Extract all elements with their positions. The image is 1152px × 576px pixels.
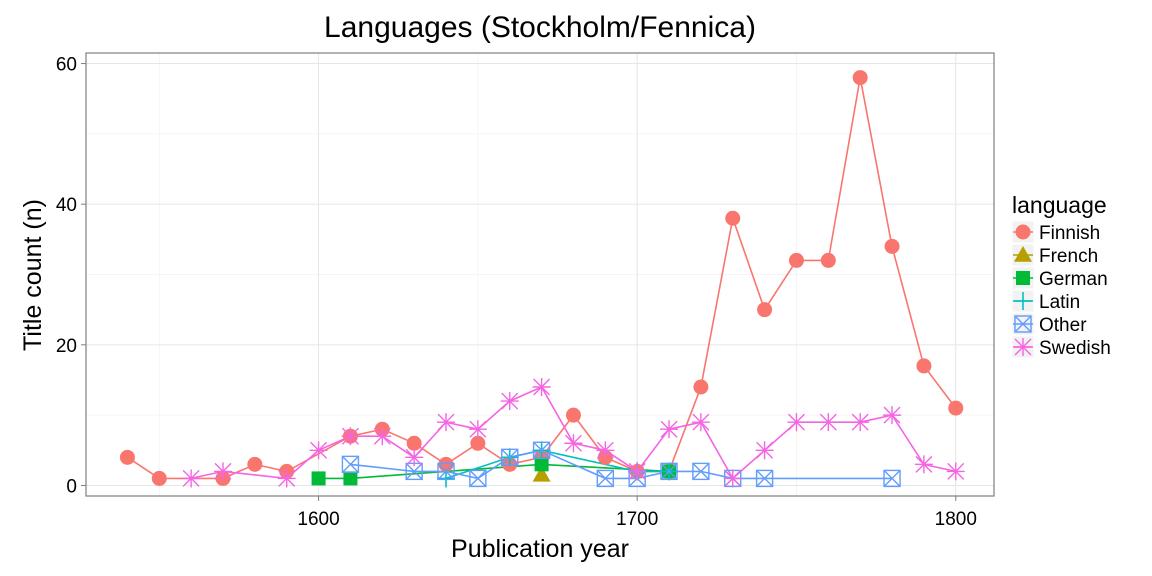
legend-item-other: Other <box>1011 312 1087 336</box>
data-point-other <box>755 469 774 488</box>
legend-key-marker-finnish <box>1015 224 1031 240</box>
data-point-swedish <box>405 448 424 467</box>
x-axis: 1600 1700 1800 <box>297 496 977 530</box>
legend-key-marker-german <box>1016 271 1030 285</box>
data-point-swedish <box>373 427 392 446</box>
data-point-finnish <box>757 302 773 318</box>
legend-label-german: German <box>1039 269 1108 290</box>
legend-key-marker-swedish <box>1014 338 1032 356</box>
y-tick-label: 0 <box>66 476 77 497</box>
data-point-swedish <box>500 392 519 411</box>
legend: language FinnishFrenchGermanLatinOtherSw… <box>1011 192 1111 359</box>
data-point-finnish <box>693 379 709 395</box>
legend-label-latin: Latin <box>1039 292 1080 313</box>
data-point-finnish <box>916 358 932 374</box>
legend-key-marker-latin <box>1014 292 1032 310</box>
data-point-other <box>469 469 487 488</box>
data-point-finnish <box>151 470 167 486</box>
data-point-other <box>660 462 678 481</box>
data-point-german <box>311 471 326 486</box>
data-point-swedish <box>723 469 742 488</box>
data-point-swedish <box>883 406 902 425</box>
data-point-swedish <box>851 413 870 432</box>
data-point-swedish <box>309 441 328 460</box>
x-tick-label: 1600 <box>297 509 339 530</box>
data-point-finnish <box>948 400 964 416</box>
data-point-swedish <box>532 378 551 397</box>
x-axis-label: Publication year <box>451 535 629 563</box>
data-point-swedish <box>468 420 487 439</box>
data-point-finnish <box>119 449 135 465</box>
data-point-swedish <box>341 427 360 446</box>
data-point-other <box>883 469 901 488</box>
legend-item-latin: Latin <box>1011 289 1080 313</box>
data-point-other <box>532 441 551 459</box>
data-point-other <box>501 448 519 467</box>
y-tick-label: 60 <box>56 55 77 76</box>
data-point-swedish <box>819 413 838 432</box>
data-point-other <box>437 462 455 481</box>
legend-item-german: German <box>1011 266 1108 290</box>
data-point-finnish <box>725 210 741 226</box>
legend-label-swedish: Swedish <box>1039 338 1111 359</box>
x-tick-label: 1800 <box>935 509 977 530</box>
data-point-finnish <box>565 407 581 423</box>
data-point-other <box>596 469 615 488</box>
data-point-swedish <box>596 441 615 460</box>
data-point-swedish <box>437 413 456 432</box>
y-tick-label: 40 <box>56 195 77 216</box>
data-point-finnish <box>247 456 263 472</box>
legend-item-french: French <box>1011 243 1098 267</box>
data-point-swedish <box>691 413 710 432</box>
legend-key-marker-other <box>1014 315 1032 333</box>
data-point-french <box>532 465 551 482</box>
y-axis: 0 20 40 60 <box>56 55 86 497</box>
legend-label-other: Other <box>1039 315 1087 336</box>
data-point-finnish <box>820 252 836 268</box>
legend-item-swedish: Swedish <box>1011 335 1111 359</box>
data-point-latin <box>437 469 456 488</box>
data-point-swedish <box>277 469 296 488</box>
data-point-other <box>692 462 710 481</box>
legend-label-french: French <box>1039 246 1098 267</box>
legend-item-finnish: Finnish <box>1011 220 1100 244</box>
data-point-finnish <box>852 70 868 86</box>
legend-key-marker-french <box>1014 246 1032 262</box>
data-point-finnish <box>470 435 486 451</box>
series-layer <box>119 70 965 488</box>
data-point-swedish <box>914 455 933 474</box>
data-point-swedish <box>755 441 774 460</box>
data-point-swedish <box>182 469 201 488</box>
legend-label-finnish: Finnish <box>1039 223 1100 244</box>
chart-title: Languages (Stockholm/Fennica) <box>324 11 756 44</box>
grid-lines <box>86 53 994 496</box>
data-point-swedish <box>787 413 806 432</box>
x-tick-label: 1700 <box>616 509 658 530</box>
data-point-swedish <box>213 462 232 481</box>
y-axis-label: Title count (n) <box>19 199 47 351</box>
data-point-german <box>343 471 358 486</box>
data-point-finnish <box>406 435 422 451</box>
data-point-swedish <box>946 462 965 481</box>
data-point-other <box>341 455 360 474</box>
data-point-finnish <box>788 252 804 268</box>
plot-border <box>85 52 995 497</box>
data-point-finnish <box>884 238 900 254</box>
data-point-swedish <box>564 434 583 453</box>
data-point-swedish <box>660 420 679 439</box>
data-point-swedish <box>628 462 647 481</box>
legend-title: language <box>1012 192 1107 218</box>
data-point-german <box>534 457 549 472</box>
y-tick-label: 20 <box>56 336 77 357</box>
